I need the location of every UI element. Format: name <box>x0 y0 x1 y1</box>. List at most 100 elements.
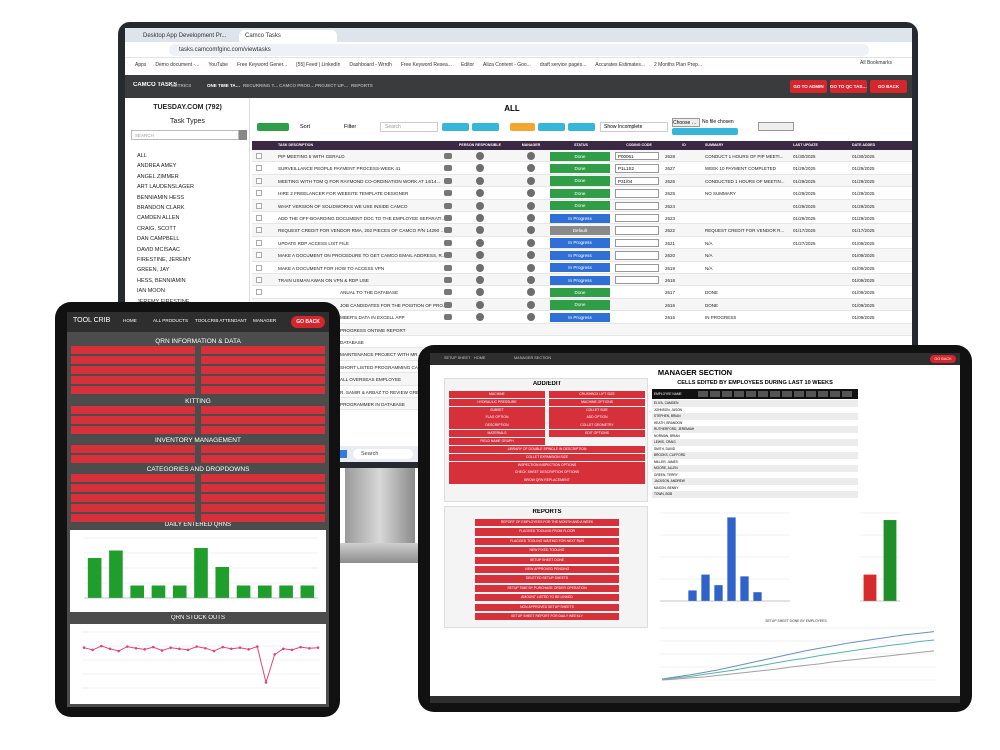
taskbar-search[interactable]: Search <box>353 449 413 459</box>
menu-button[interactable]: FLAGGED TOOLING WAITING FOR NEXT RUN <box>475 537 619 545</box>
menu-button[interactable] <box>71 514 195 523</box>
row-checkbox[interactable] <box>256 289 262 296</box>
search-field[interactable]: Search <box>380 122 438 132</box>
menu-button[interactable]: SETUP SHEET REPORT FOR DAILY WEEKLY <box>475 613 619 621</box>
choose-file[interactable]: Choose File <box>672 118 700 127</box>
browser-tab[interactable]: Camco Tasks <box>239 30 337 42</box>
bookmark[interactable]: [55] Feed | LinkedIn <box>296 62 341 68</box>
menu-button[interactable]: SETUP SHEET DONE <box>475 556 619 564</box>
action-button[interactable]: GO TO ADMIN <box>790 80 827 93</box>
task-type[interactable]: ART LAUDENSLAGER <box>137 184 194 191</box>
menu-button[interactable] <box>201 346 325 355</box>
status[interactable]: Done <box>550 300 610 310</box>
sort-button[interactable]: Sort <box>300 124 311 130</box>
menu-button[interactable] <box>71 494 195 503</box>
task-description[interactable]: ADD THE OFF-BOARDING DOCUMENT DOC TO THE… <box>278 216 448 221</box>
task-type[interactable]: HESS, BENNIAMIN <box>137 277 186 284</box>
url-field[interactable]: tasks.camcomfginc.com/viewtasks <box>169 44 869 56</box>
nav-link[interactable]: ONE TIME TASKS <box>207 83 243 88</box>
task-type[interactable]: IAN MOON <box>137 288 165 295</box>
toolbar-button[interactable] <box>538 123 565 131</box>
task-description[interactable]: MBER'S DATA IN EXCELL APP <box>340 315 405 321</box>
row-checkbox[interactable] <box>256 277 262 283</box>
task-type[interactable]: CRAIG, SCOTT <box>137 225 177 232</box>
menu-button[interactable]: MACHINE <box>449 391 545 399</box>
nav-link[interactable]: CAMCO PRODUCT <box>279 83 315 88</box>
menu-button[interactable]: EDIT OPTIONS <box>549 430 645 438</box>
row-checkbox[interactable] <box>256 177 262 184</box>
task-description[interactable]: TRAIN USMAN AWAN ON VPN & RDP USE <box>278 278 369 283</box>
toolbar-button[interactable] <box>510 123 535 131</box>
menu-button[interactable] <box>201 356 325 365</box>
status[interactable]: Done <box>550 201 610 211</box>
task-type[interactable]: GREEN, JAY <box>137 267 170 274</box>
toolbar-button[interactable] <box>472 123 499 131</box>
row-checkbox[interactable] <box>256 202 262 209</box>
menu-button[interactable] <box>71 445 195 454</box>
row-checkbox[interactable] <box>256 215 262 221</box>
row-checkbox[interactable] <box>256 264 262 271</box>
menu-button[interactable] <box>71 346 195 355</box>
menu-button[interactable]: COLLET GEOMETRY <box>549 422 645 430</box>
menu-button[interactable]: HYDRAULIC PRESSURE <box>449 398 545 406</box>
status[interactable]: Done <box>550 151 610 161</box>
row-checkbox[interactable] <box>256 190 262 197</box>
menu-button[interactable]: COLLET SIZE <box>549 406 645 414</box>
bookmark[interactable]: Free Keyword Gener... <box>236 62 288 68</box>
task-description[interactable]: MEETING WITH TOM Q FOR RAYMOND CO-ORDINA… <box>278 178 441 184</box>
task-description[interactable]: PROGRESS ONTIME REPORT <box>340 327 406 333</box>
bookmark[interactable]: Free Keyword Resea... <box>400 62 452 68</box>
menu-button[interactable] <box>71 386 195 395</box>
menu-button[interactable]: FLAGGED TOOLING FROM FLOOR <box>475 528 619 536</box>
row-checkbox[interactable] <box>256 239 262 246</box>
toolbar-button[interactable] <box>442 123 469 131</box>
status[interactable]: In Progress <box>550 263 610 273</box>
menu-button[interactable]: DESCRIPTION <box>449 422 545 430</box>
menu-button[interactable] <box>201 484 325 493</box>
code-field[interactable]: P1L1S2 <box>615 164 659 173</box>
bookmark[interactable]: 2 Months Plan Prep... <box>654 62 703 68</box>
task-description[interactable]: MAKE A DOCUMENT ON PROCEDURE TO GET CAMC… <box>278 253 446 259</box>
upload-button[interactable] <box>672 128 738 135</box>
menu-button[interactable] <box>201 514 325 523</box>
task-type[interactable]: CAMDEN ALLEN <box>137 215 180 222</box>
code-field[interactable] <box>615 189 659 198</box>
bookmark[interactable]: draft service pages... <box>539 62 587 68</box>
menu-button[interactable]: CHECK SHEET DESCRIPTION OPTIONS <box>449 469 645 477</box>
menu-button[interactable]: AMOUNT LISTED TO BE LINKED <box>475 594 619 602</box>
sidebar-search[interactable]: SEARCH <box>131 130 239 140</box>
code-field[interactable] <box>615 226 659 235</box>
menu-button[interactable] <box>201 366 325 375</box>
status[interactable]: Done <box>550 287 610 298</box>
task-description[interactable]: JOB CANDIDATES FOR THE POSITION OF PRO..… <box>340 302 447 308</box>
filter-button[interactable]: Filter <box>344 124 357 130</box>
nav-link[interactable]: HOME <box>474 356 486 360</box>
menu-button[interactable] <box>71 484 195 493</box>
menu-button[interactable] <box>71 366 195 375</box>
row-checkbox[interactable] <box>256 252 262 259</box>
menu-button[interactable] <box>201 474 325 483</box>
status[interactable]: Done <box>550 188 610 199</box>
menu-button[interactable] <box>71 426 195 435</box>
go-back[interactable]: GO BACK <box>930 355 956 363</box>
menu-button[interactable]: FIELD NAME GRAPH <box>449 437 545 445</box>
code-field[interactable] <box>615 201 659 210</box>
task-description[interactable]: UPDATE RDP ACCESS LIST FILE <box>278 240 349 246</box>
status[interactable]: In Progress <box>550 250 610 261</box>
task-description[interactable]: SURVEILLANCE PEOPLE PAYMENT PROCESS-WEEK… <box>278 166 401 172</box>
nav-link[interactable]: PROJECT UPDATE <box>315 83 351 88</box>
menu-button[interactable] <box>201 426 325 435</box>
menu-button[interactable] <box>71 376 195 385</box>
task-description[interactable]: WHAT VERSION OF SOLIDWORKS WE USE INSIDE… <box>278 203 408 209</box>
code-field[interactable] <box>615 238 659 248</box>
status[interactable]: In Progress <box>550 213 610 223</box>
task-type[interactable]: ANDREA AMEY <box>137 163 177 170</box>
menu-button[interactable]: FLAG OPTION <box>449 414 545 422</box>
task-description[interactable]: REQUEST CREDIT FOR VENDOR RMA, 202 PIECE… <box>278 228 448 234</box>
bookmark[interactable]: Editor <box>460 62 475 68</box>
menu-button[interactable] <box>201 416 325 425</box>
menu-button[interactable] <box>71 356 195 365</box>
nav-link[interactable]: METRICS <box>171 83 192 88</box>
task-type[interactable]: DAN CAMPBELL <box>137 236 180 243</box>
menu-button[interactable]: SETUP TIME BY PURCHASE ORDER OPERATION <box>475 584 619 592</box>
